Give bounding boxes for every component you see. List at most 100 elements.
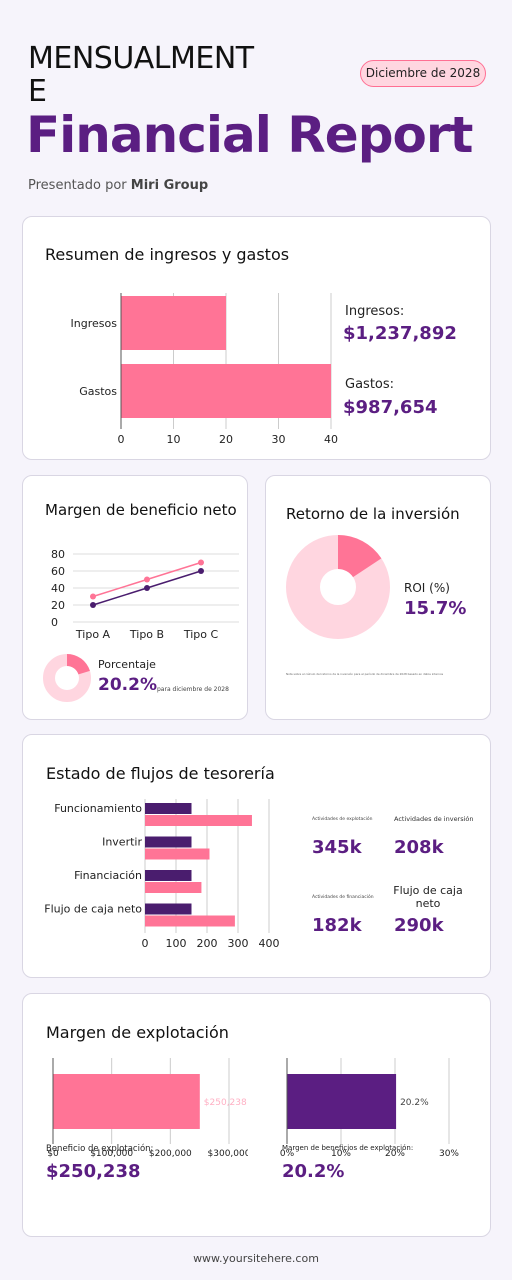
x-tick-label: 20% xyxy=(385,1149,405,1158)
x-tick-label: $300,000 xyxy=(208,1149,248,1158)
operating-margin-card: Margen de explotación $0 $100,000 $200,000… xyxy=(22,993,491,1237)
x-tick-label: Tipo B xyxy=(129,628,164,641)
roi-label: ROI (%) xyxy=(404,581,450,595)
byline: Presentado por Miri Group xyxy=(28,178,208,193)
stat-net-label: Flujo de caja neto xyxy=(393,884,463,910)
x-tick-label: $200,000 xyxy=(149,1149,192,1158)
income-expense-card: Resumen de ingresos y gastos 0 10 20 30 40 In… xyxy=(22,216,491,460)
data-point xyxy=(198,559,204,566)
expense-label: Gastos: xyxy=(345,377,395,392)
bar xyxy=(121,296,226,350)
x-tick-label: 300 xyxy=(228,937,249,950)
stat-financing-label: Actividades de financiación xyxy=(312,895,374,900)
x-tick-label: 30 xyxy=(272,433,286,446)
data-point xyxy=(198,568,204,574)
y-tick-label: 80 xyxy=(51,548,65,561)
net-margin-line-chart: 0 20 40 60 80 Tipo A Tipo B Tipo C xyxy=(51,548,239,641)
bar xyxy=(145,903,192,915)
x-tick-label: $0 xyxy=(47,1149,59,1158)
operating-margin-title: Margen de explotación xyxy=(46,1023,229,1042)
net-margin-card: Margen de beneficio neto 0 20 40 60 80 Tipo A… xyxy=(22,475,248,720)
bar xyxy=(145,848,210,860)
percent-donut-chart xyxy=(43,654,91,702)
bar xyxy=(145,815,252,826)
stat-investing-label: Actividades de inversión xyxy=(394,815,474,823)
cash-flow-title: Estado de flujos de tesorería xyxy=(46,764,275,783)
data-point xyxy=(90,602,96,608)
percent-note: para diciembre de 2028 xyxy=(157,686,229,693)
income-value: $1,237,892 xyxy=(343,323,457,344)
x-tick-label: 400 xyxy=(259,937,280,950)
donut-slice xyxy=(67,654,90,675)
byline-prefix: Presentado por xyxy=(28,178,127,193)
y-tick-label: 0 xyxy=(51,616,58,629)
roi-value: 15.7% xyxy=(404,598,467,619)
byline-company: Miri Group xyxy=(130,178,209,193)
stat-operating-label: Actividades de explotación xyxy=(312,817,373,822)
x-tick-label: 10 xyxy=(167,433,181,446)
stat-investing-value: 208k xyxy=(394,837,444,858)
stat-operating-value: 345k xyxy=(312,837,362,858)
x-tick-label: 30% xyxy=(439,1149,459,1158)
y-tick-label: Flujo de caja neto xyxy=(44,903,142,916)
x-tick-label: 0 xyxy=(118,433,125,446)
x-tick-label: 0 xyxy=(142,937,149,950)
y-tick-label: 60 xyxy=(51,565,65,578)
footer-url: www.yoursitehere.com xyxy=(193,1252,319,1265)
bar xyxy=(145,803,192,814)
operating-profit-value: $250,238 xyxy=(46,1161,141,1182)
stat-net-value: 290k xyxy=(394,915,444,936)
x-tick-label: 40 xyxy=(324,433,338,446)
x-tick-label: 10% xyxy=(331,1149,351,1158)
operating-margin-value: 20.2% xyxy=(282,1161,345,1182)
y-tick-label: Invertir xyxy=(102,836,142,849)
roi-donut-chart xyxy=(286,535,390,639)
stat-financing-value: 182k xyxy=(312,915,362,936)
data-point xyxy=(144,576,150,583)
cash-flow-chart: 0 100 200 300 400 Funcionamiento Invertir Finan… xyxy=(44,799,280,950)
data-point xyxy=(144,585,150,591)
x-tick-label: 20 xyxy=(219,433,233,446)
bar xyxy=(287,1074,397,1129)
x-tick-label: 200 xyxy=(197,937,218,950)
x-tick-label: $100,000 xyxy=(90,1149,133,1158)
cash-flow-card: Estado de flujos de tesorería 0 100 200 300… xyxy=(22,734,491,978)
net-margin-title: Margen de beneficio neto xyxy=(45,501,237,519)
operating-margin-chart: 0% 10% 20% 30% 20.2% xyxy=(280,1058,459,1158)
income-expense-title: Resumen de ingresos y gastos xyxy=(45,245,290,264)
expense-value: $987,654 xyxy=(343,397,438,418)
operating-profit-chart: $0 $100,000 $200,000 $300,000 $250,238 xyxy=(47,1058,248,1158)
y-tick-label: Financiación xyxy=(74,869,142,882)
y-tick-label: Ingresos xyxy=(71,317,118,330)
data-label: 20.2% xyxy=(400,1098,429,1108)
donut-slice xyxy=(338,535,382,578)
roi-fine-print: Nota sobre el cálculo del retorno de la … xyxy=(286,672,444,676)
x-tick-label: Tipo C xyxy=(183,628,219,641)
data-point xyxy=(90,593,96,600)
y-tick-label: Gastos xyxy=(79,385,117,398)
report-title: Financial Report xyxy=(26,106,473,164)
operating-margin-label: Margen de beneficios de explotación: xyxy=(282,1144,414,1152)
bar xyxy=(145,836,192,848)
date-badge: Diciembre de 2028 xyxy=(360,60,486,87)
operating-profit-label: Beneficio de explotación: xyxy=(46,1144,154,1154)
y-tick-label: 20 xyxy=(51,599,65,612)
bar xyxy=(145,915,235,927)
bar xyxy=(145,870,192,881)
x-tick-label: 0% xyxy=(280,1149,295,1158)
y-tick-label: Funcionamiento xyxy=(54,802,142,815)
bar xyxy=(53,1074,200,1129)
roi-card: Retorno de la inversión ROI (%) 15.7% No… xyxy=(265,475,491,720)
percent-label: Porcentaje xyxy=(98,658,156,671)
income-label: Ingresos: xyxy=(345,304,405,319)
roi-title: Retorno de la inversión xyxy=(286,505,460,523)
income-expense-chart: 0 10 20 30 40 Ingresos Gastos xyxy=(71,293,338,446)
bar xyxy=(121,364,331,418)
bar xyxy=(145,882,202,893)
y-tick-label: 40 xyxy=(51,582,65,595)
x-tick-label: 100 xyxy=(166,937,187,950)
x-tick-label: Tipo A xyxy=(75,628,111,641)
percent-value: 20.2% xyxy=(98,675,157,695)
report-title-line1: MENSUALMENTE xyxy=(28,41,254,109)
data-label: $250,238 xyxy=(204,1098,247,1108)
